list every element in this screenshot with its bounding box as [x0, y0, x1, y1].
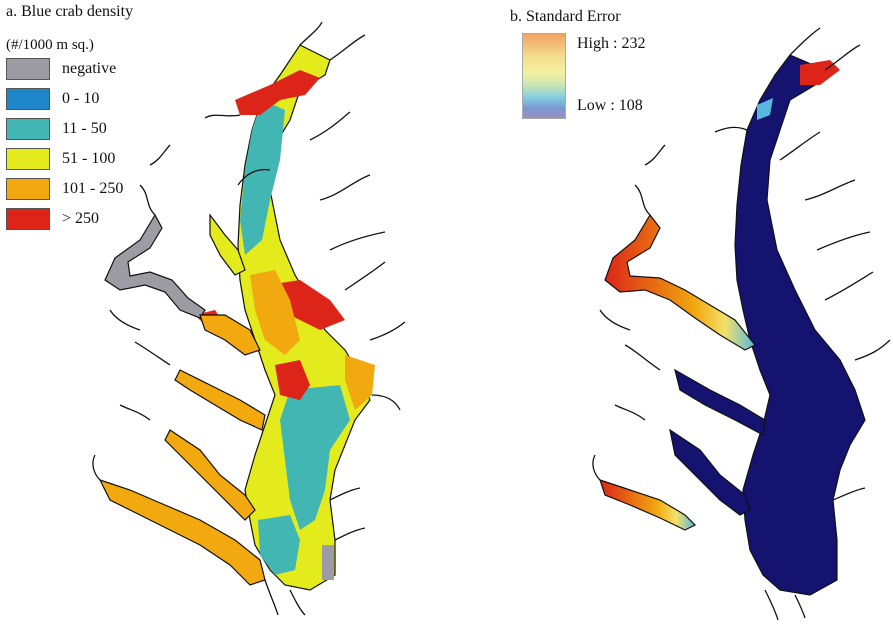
legend-label: > 250	[62, 210, 100, 227]
tributary-density	[174, 369, 266, 431]
ramp-high-label: High : 232	[577, 35, 646, 52]
tributary-density	[98, 478, 266, 586]
legend-swatch	[6, 148, 50, 170]
legend-swatch	[6, 58, 50, 80]
standard-error-map-panel: b. Standard Error High : 232 Low : 108	[445, 0, 893, 625]
legend-label: 0 - 10	[62, 90, 100, 107]
legend-item-0-10: 0 - 10	[6, 88, 166, 114]
tributary-density	[199, 314, 261, 356]
tributary-standard-error	[599, 479, 697, 531]
map-title-standard-error: b. Standard Error	[510, 8, 621, 25]
density-patch-over-250	[235, 70, 320, 115]
legend-swatch	[6, 118, 50, 140]
legend-label: 101 - 250	[62, 180, 124, 197]
density-patch-over-250	[268, 280, 345, 330]
standard-error-map	[592, 27, 891, 621]
tributary-standard-error	[674, 368, 766, 436]
density-patch-11-50	[258, 515, 300, 575]
legend-swatch	[6, 178, 50, 200]
density-patch-11-50	[280, 385, 350, 530]
legend-label: negative	[62, 60, 117, 77]
tributary-negative	[104, 213, 206, 319]
legend-units: (#/1000 m sq.)	[6, 37, 94, 53]
density-patch-over-250	[275, 360, 310, 400]
legend-item-51-100: 51 - 100	[6, 148, 166, 174]
bay-body-standard-error	[734, 54, 866, 596]
legend-swatch	[6, 88, 50, 110]
map-title-density: a. Blue crab density	[6, 3, 134, 20]
tributary-density	[209, 213, 246, 276]
legend-item-11-50: 11 - 50	[6, 118, 166, 144]
density-patch-11-50	[240, 100, 285, 255]
legend-item-over-250: > 250	[6, 208, 166, 234]
legend-item-negative: negative	[6, 58, 166, 84]
coastline-detail	[92, 21, 406, 616]
tributary-density	[164, 429, 256, 521]
ramp-low-label: Low : 108	[577, 97, 643, 114]
coastline-detail	[592, 27, 891, 621]
legend-swatch	[6, 208, 50, 230]
tributary-standard-error	[669, 428, 751, 516]
standard-error-color-ramp	[522, 33, 566, 119]
density-patch-101-250	[345, 355, 375, 410]
legend-item-101-250: 101 - 250	[6, 178, 166, 204]
density-map-panel: a. Blue crab density (#/1000 m sq.) nega…	[0, 0, 440, 625]
tributary-standard-error	[604, 213, 756, 351]
legend-label: 51 - 100	[62, 150, 116, 167]
density-patch-101-250	[250, 270, 300, 355]
density-patch-negative	[322, 545, 334, 580]
error-patch-mid	[757, 98, 773, 120]
legend-label: 11 - 50	[62, 120, 107, 137]
density-map	[92, 21, 406, 616]
